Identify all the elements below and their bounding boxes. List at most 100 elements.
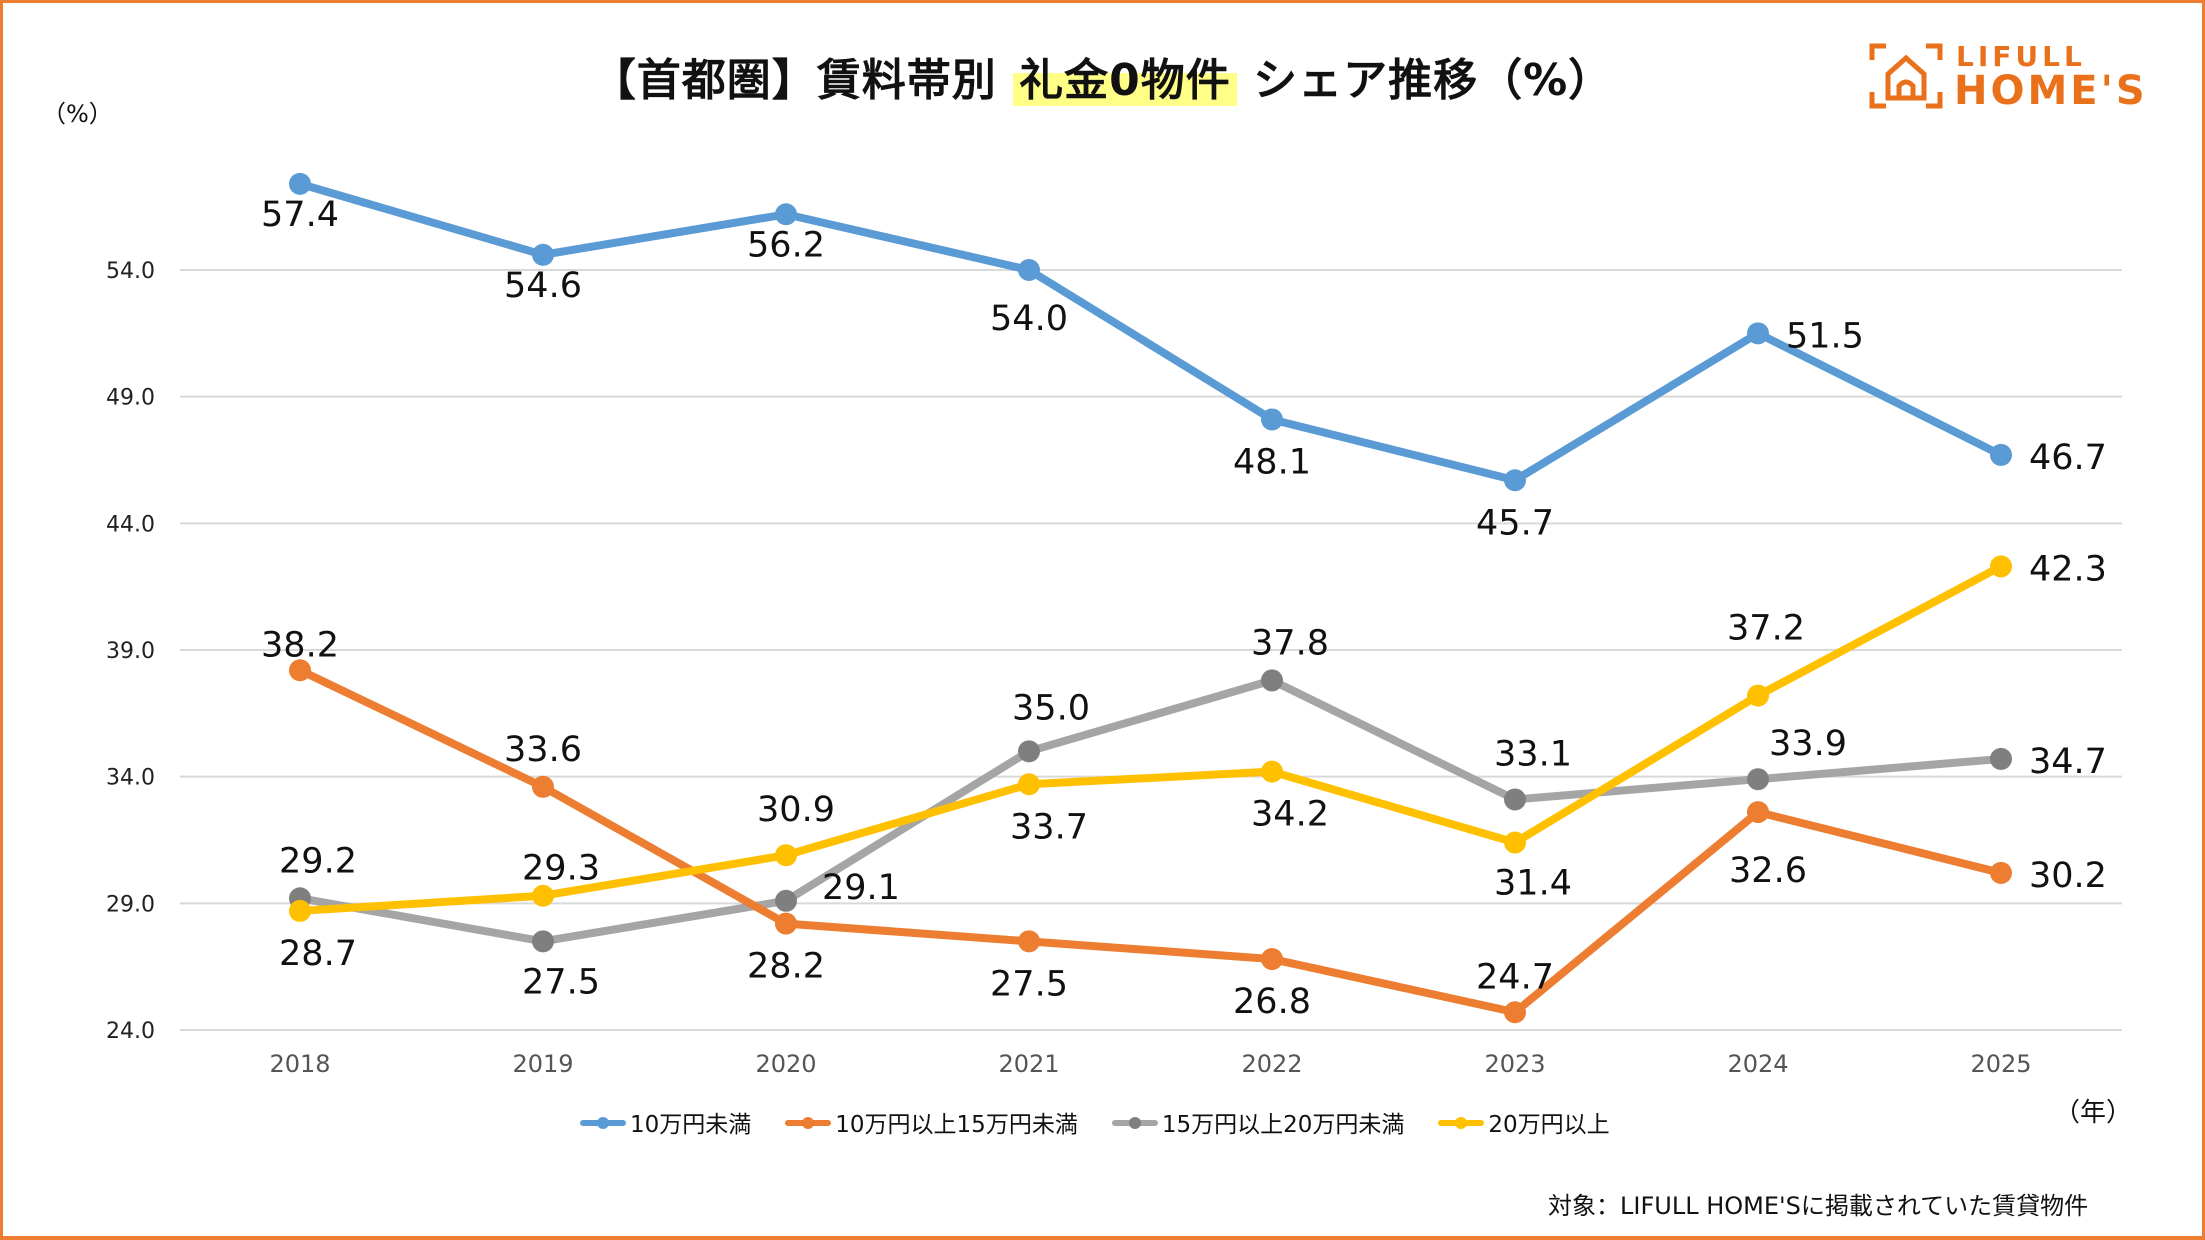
y-tick-label: 34.0: [106, 766, 155, 791]
lifull-homes-logo: LIFULL HOME'S: [1868, 38, 2158, 118]
data-label: 34.2: [1251, 795, 1329, 835]
data-label: 54.6: [504, 266, 582, 306]
data-label: 33.7: [1010, 807, 1088, 847]
data-point: [1261, 408, 1283, 431]
data-point: [532, 775, 554, 798]
y-tick-label: 44.0: [106, 512, 155, 537]
data-point: [1504, 831, 1526, 854]
y-tick-label: 49.0: [106, 386, 155, 411]
chart-title: 【首都圏】賃料帯別 礼金0物件 シェア推移（%）: [0, 44, 2205, 108]
data-point: [532, 930, 554, 953]
series-line: [296, 179, 2005, 485]
x-tick-label: 2020: [755, 1050, 816, 1078]
series-line: [296, 676, 2005, 946]
data-label: 51.5: [1786, 316, 1864, 356]
data-point: [1018, 259, 1040, 281]
data-label: 45.7: [1476, 503, 1554, 543]
data-label: 28.2: [747, 947, 825, 987]
data-labels: 57.4 54.6 56.2 54.0 48.1 45.7 51.5 46.7 38.2 33.6…: [261, 195, 2107, 1022]
title-highlight: 礼金0物件: [1013, 55, 1237, 106]
data-point: [775, 889, 797, 912]
x-tick-label: 2019: [512, 1050, 573, 1078]
y-axis-ticks: 24.0 29.0 34.0 39.0 44.0 49.0 54.0: [106, 259, 155, 1044]
data-label: 29.2: [279, 841, 357, 881]
data-label: 29.3: [522, 849, 600, 889]
data-label: 35.0: [1012, 688, 1090, 728]
y-tick-label: 39.0: [106, 639, 155, 664]
y-tick-label: 29.0: [106, 892, 155, 917]
data-point: [1261, 669, 1283, 692]
data-point: [1504, 469, 1526, 492]
footnote: 対象：LIFULL HOME'Sに掲載されていた賃貸物件: [1548, 1192, 2089, 1220]
data-point: [1990, 861, 2012, 884]
title-prefix: 【首都圏】賃料帯別: [591, 55, 1014, 106]
data-label: 27.5: [990, 964, 1068, 1004]
x-tick-label: 2022: [1241, 1050, 1302, 1078]
data-label: 42.3: [2029, 549, 2107, 589]
y-tick-label: 54.0: [106, 259, 155, 284]
data-point: [1018, 930, 1040, 953]
data-label: 30.2: [2029, 856, 2107, 896]
legend-swatch-icon: [1438, 1117, 1485, 1129]
x-tick-label: 2024: [1727, 1050, 1788, 1078]
data-point: [1504, 1001, 1526, 1024]
legend-label: 10万円未満: [630, 1112, 752, 1138]
data-label: 48.1: [1233, 442, 1311, 482]
data-label: 26.8: [1233, 982, 1311, 1022]
data-label: 37.2: [1727, 609, 1805, 649]
data-label: 27.5: [522, 962, 600, 1002]
data-label: 56.2: [747, 225, 825, 265]
y-axis-unit: （%）: [42, 100, 113, 128]
data-point: [1504, 788, 1526, 811]
legend-swatch-icon: [580, 1117, 626, 1129]
data-label: 57.4: [261, 195, 339, 235]
data-point: [1261, 760, 1283, 783]
data-label: 29.1: [822, 868, 900, 908]
data-point: [775, 844, 797, 867]
title-suffix: シェア推移（%）: [1236, 55, 1614, 106]
data-label: 33.1: [1494, 734, 1572, 774]
legend-item: 10万円未満: [580, 1105, 751, 1139]
y-tick-label: 24.0: [106, 1019, 155, 1044]
data-label: 31.4: [1494, 864, 1572, 904]
series-lines: [296, 179, 2005, 1017]
data-point: [775, 203, 797, 226]
data-label: 24.7: [1476, 957, 1554, 997]
legend-item: 20万円以上: [1438, 1105, 1610, 1139]
legend-label: 10万円以上15万円未満: [835, 1112, 1078, 1138]
gridlines: [180, 269, 2122, 1031]
data-label: 28.7: [279, 934, 357, 974]
data-point: [1990, 443, 2012, 466]
data-label: 54.0: [990, 299, 1068, 339]
legend-label: 20万円以上: [1488, 1112, 1610, 1138]
legend-item: 10万円以上15万円未満: [785, 1105, 1078, 1139]
x-axis-unit: （年）: [2054, 1098, 2133, 1128]
logo-text-homes: HOME'S: [1954, 68, 2148, 114]
series-line: [296, 666, 2005, 1017]
data-point: [532, 884, 554, 907]
data-label: 30.9: [757, 790, 835, 830]
legend-swatch-icon: [1111, 1117, 1158, 1129]
data-label: 38.2: [261, 625, 339, 665]
data-point: [1747, 768, 1769, 791]
data-label: 33.6: [504, 730, 582, 770]
data-point: [1990, 555, 2012, 578]
data-point: [1747, 322, 1769, 345]
data-label: 37.8: [1251, 623, 1329, 663]
x-tick-label: 2018: [269, 1050, 330, 1078]
series-markers: [289, 172, 2012, 1024]
legend-label: 15万円以上20万円未満: [1161, 1112, 1405, 1138]
data-label: 32.6: [1729, 851, 1807, 891]
logo-text-lifull: LIFULL: [1956, 40, 2086, 73]
data-label: 33.9: [1769, 724, 1847, 764]
x-tick-label: 2025: [1970, 1050, 2031, 1078]
data-point: [1747, 684, 1769, 707]
legend-item: 15万円以上20万円未満: [1111, 1105, 1405, 1139]
data-label: 46.7: [2029, 438, 2107, 478]
data-point: [1018, 740, 1040, 763]
data-point: [1747, 801, 1769, 824]
data-point: [289, 659, 311, 682]
chart-legend: 10万円未満 10万円以上15万円未満 15万円以上20万円未満 20万円以上: [580, 1105, 1610, 1139]
x-axis-ticks: 2018 2019 2020 2021 2022 2023 2024 2025: [269, 1050, 2031, 1078]
